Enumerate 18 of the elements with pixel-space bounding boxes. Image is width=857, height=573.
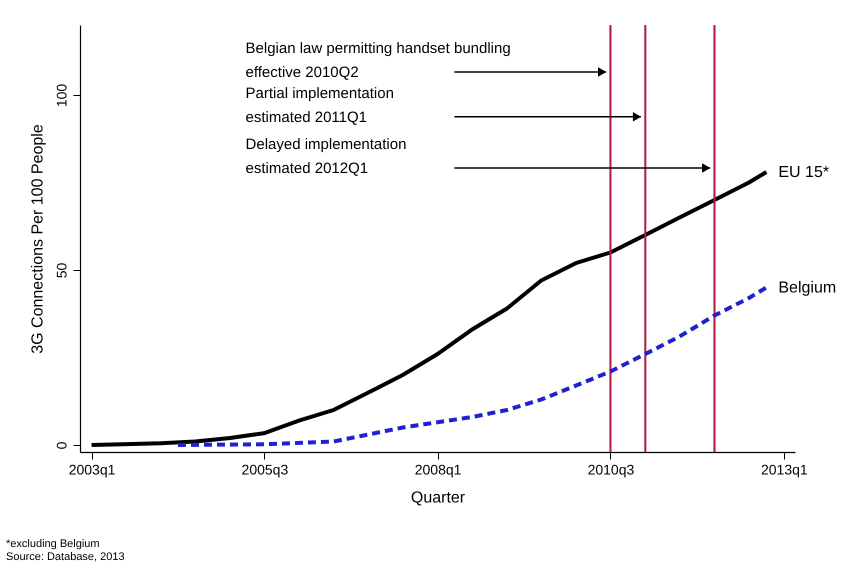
- y-tick-label: 100: [54, 84, 70, 108]
- x-tick-label: 2008q1: [414, 462, 462, 478]
- x-tick-label: 2010q3: [588, 462, 634, 478]
- series-label: EU 15*: [778, 164, 830, 181]
- source-note: Source: Database, 2013: [6, 551, 125, 564]
- annotation: Belgian law permitting handset bundling effective 2010Q2: [246, 40, 511, 81]
- annotation: Partial implementation estimated 2011Q1: [246, 84, 394, 126]
- x-tick-label: 2003q1: [68, 462, 116, 478]
- x-axis-title: Quarter: [410, 490, 466, 506]
- y-tick-label: 50: [54, 262, 70, 278]
- text: *excluding Belgium: [6, 538, 101, 551]
- x-tick-label: 2005q3: [242, 462, 288, 478]
- y-tick-label: 0: [54, 441, 70, 450]
- series-label: Belgium: [778, 280, 836, 296]
- line-series: [176, 286, 768, 447]
- annotation: Delayed implementation estimated 2012Q1: [246, 136, 406, 178]
- x-tick-label: 2013q1: [760, 462, 808, 478]
- y-axis-title: 3G Connections Per 100 People: [30, 124, 46, 354]
